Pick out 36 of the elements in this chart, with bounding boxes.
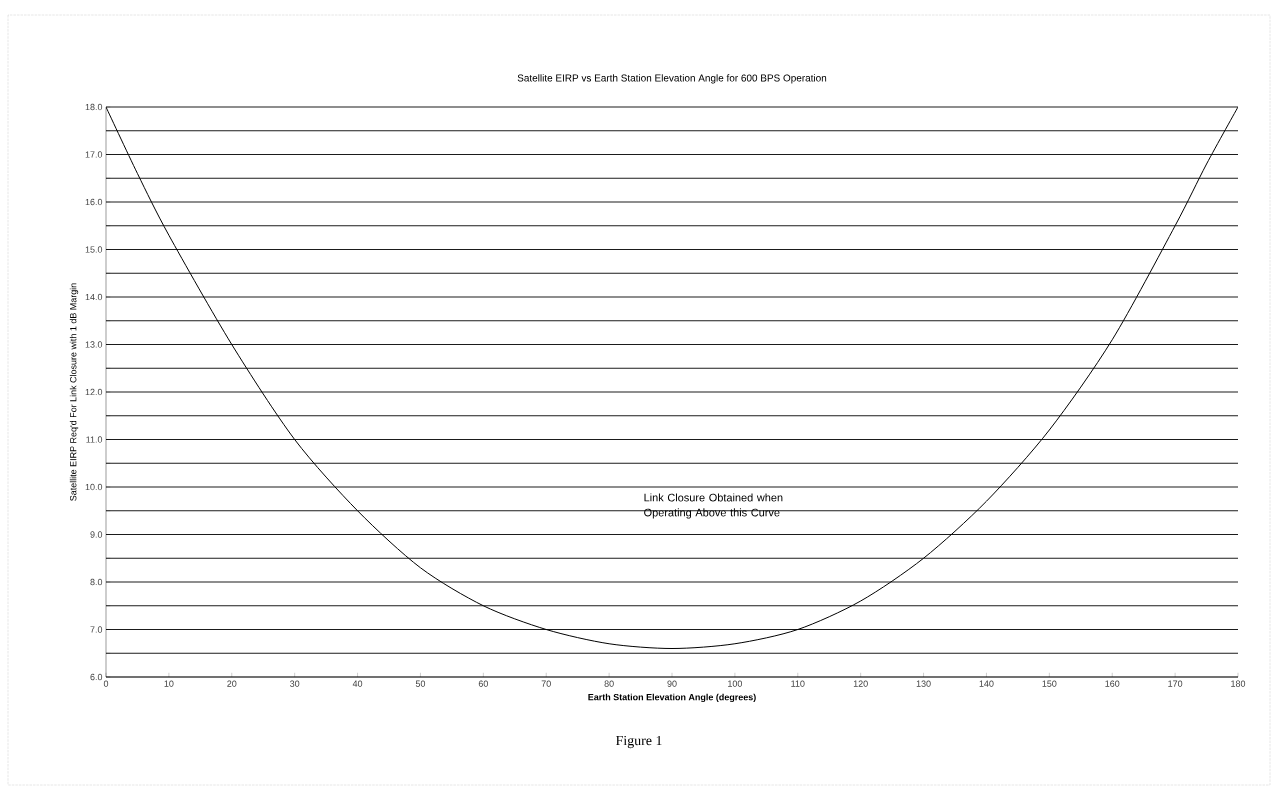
x-tick-label: 120 (853, 680, 868, 687)
x-tick-label: 170 (1168, 680, 1183, 687)
y-tick-label: 15.0 (85, 246, 103, 253)
x-tick-label: 50 (415, 680, 426, 687)
y-tick-label: 14.0 (85, 293, 103, 301)
y-tick-label: 13.0 (85, 341, 103, 348)
chart-title: Satellite EIRP vs Earth Station Elevation Angle for 600 BPS Operation (517, 74, 827, 84)
x-axis-title: Earth Station Elevation Angle (degrees) (588, 693, 756, 703)
x-tick-label: 90 (667, 680, 677, 687)
x-tick-label: 150 (1042, 680, 1057, 687)
x-tick-label: 180 (1231, 680, 1246, 687)
y-tick-label: 7.0 (90, 626, 103, 633)
y-axis-title: Satellite EIRP Req'd For Link Closure with 1 dB Margin (69, 283, 79, 501)
y-tick-label: 11.0 (86, 436, 103, 443)
y-tick-label: 8.0 (90, 578, 103, 586)
y-tick-label: 6.0 (90, 673, 103, 681)
x-tick-label: 100 (728, 680, 743, 687)
x-tick-label: 80 (604, 680, 614, 687)
y-tick-label: 16.0 (85, 198, 103, 206)
x-tick-label: 40 (352, 680, 363, 687)
y-tick-label: 17.0 (85, 151, 103, 158)
x-tick-label: 70 (541, 680, 551, 687)
x-tick-label: 140 (979, 680, 994, 687)
x-tick-label: 60 (478, 680, 488, 687)
x-tick-label: 10 (164, 680, 174, 687)
x-tick-label: 20 (227, 680, 237, 687)
x-tick-label: 30 (290, 680, 300, 687)
x-tick-label: 130 (916, 680, 931, 687)
x-tick-label: 0 (103, 680, 109, 687)
y-tick-label: 12.0 (85, 388, 103, 396)
x-tick-label: 110 (791, 680, 805, 687)
y-tick-label: 9.0 (90, 531, 103, 538)
caption: Figure 1 (615, 735, 662, 749)
y-tick-label: 18.0 (85, 103, 103, 111)
y-tick-label: 10.0 (85, 483, 103, 491)
x-tick-label: 160 (1105, 680, 1120, 687)
